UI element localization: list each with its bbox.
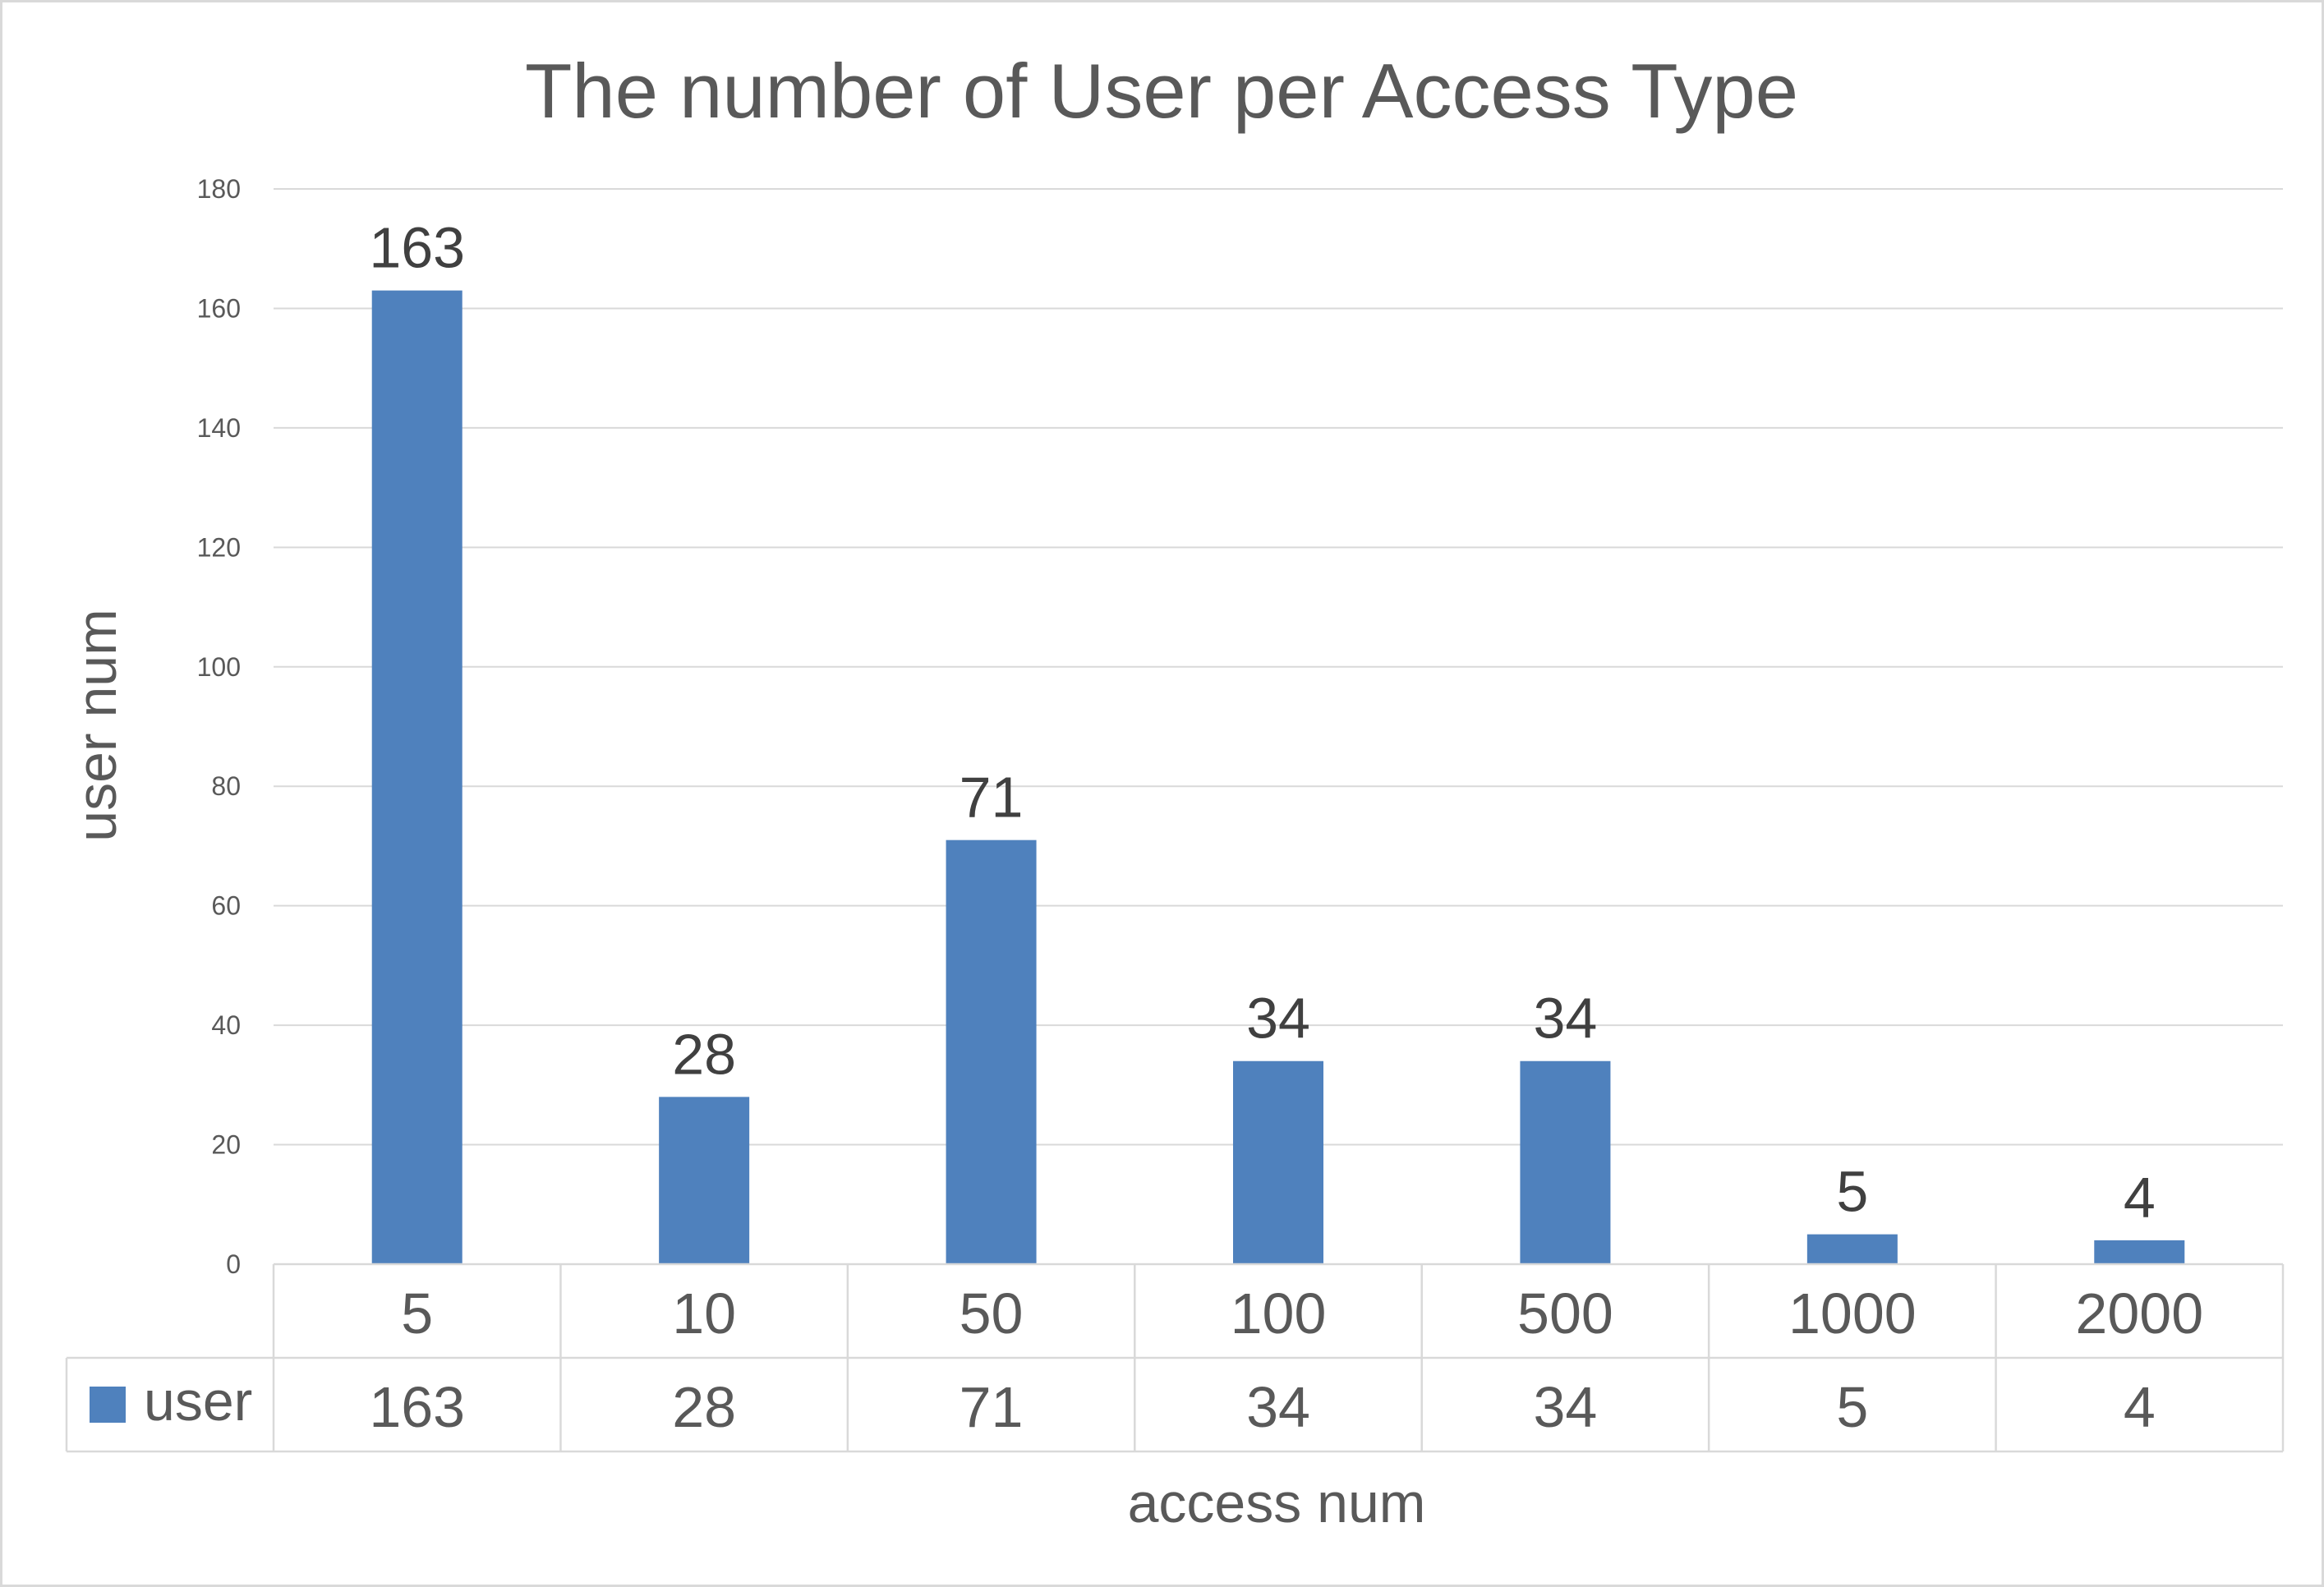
bar-500: [1520, 1060, 1611, 1264]
y-axis-ticks: 0 20 40 60 80 100 120 140 160 180: [197, 174, 241, 1279]
y-tick-label: 40: [211, 1010, 241, 1040]
x-tick-label: 10: [672, 1281, 736, 1346]
table-value: 4: [2124, 1375, 2156, 1439]
table-value: 34: [1246, 1375, 1310, 1439]
legend-swatch: [90, 1387, 126, 1423]
bar-10: [659, 1097, 750, 1264]
data-labels: 163 28 71 34 34 5 4: [369, 216, 2155, 1230]
table-value: 71: [960, 1375, 1024, 1439]
table-value: 34: [1533, 1375, 1597, 1439]
table-value: 163: [369, 1375, 465, 1439]
x-axis-title: access num: [1128, 1472, 1426, 1534]
bar-1000: [1806, 1234, 1898, 1264]
chart-title: The number of User per Access Type: [525, 48, 1798, 134]
x-tick-label: 5: [401, 1281, 433, 1346]
bar-100: [1233, 1060, 1323, 1264]
bar-2000: [2094, 1240, 2185, 1264]
y-tick-label: 120: [197, 532, 241, 562]
data-label: 34: [1533, 987, 1597, 1051]
bar-5: [371, 290, 462, 1264]
bars: [371, 290, 2185, 1264]
x-tick-label: 2000: [2075, 1281, 2203, 1346]
x-tick-label: 50: [960, 1281, 1024, 1346]
y-tick-label: 80: [211, 771, 241, 801]
y-tick-label: 100: [197, 652, 241, 682]
y-tick-label: 180: [197, 174, 241, 204]
data-label: 163: [369, 216, 465, 280]
data-label: 4: [2124, 1166, 2156, 1230]
gridlines: [274, 188, 2283, 1265]
y-tick-label: 140: [197, 413, 241, 443]
data-label: 28: [672, 1022, 736, 1086]
y-tick-label: 160: [197, 293, 241, 323]
x-tick-label: 500: [1517, 1281, 1613, 1346]
y-tick-label: 60: [211, 891, 241, 921]
y-tick-label: 20: [211, 1130, 241, 1160]
data-label: 71: [960, 766, 1024, 830]
table-value: 28: [672, 1375, 736, 1439]
x-tick-label: 1000: [1788, 1281, 1917, 1346]
x-tick-label: 100: [1231, 1281, 1327, 1346]
y-axis-title: user num: [66, 609, 128, 841]
data-table: 5 163 10 28 50 71 100 34 500 34 1000 5 2000 4 user: [65, 1263, 2285, 1453]
bar-50: [946, 840, 1037, 1264]
data-label: 5: [1836, 1160, 1868, 1224]
legend-label: user: [144, 1370, 252, 1433]
table-value: 5: [1836, 1375, 1868, 1439]
y-tick-label: 0: [226, 1249, 241, 1279]
data-label: 34: [1246, 987, 1310, 1051]
